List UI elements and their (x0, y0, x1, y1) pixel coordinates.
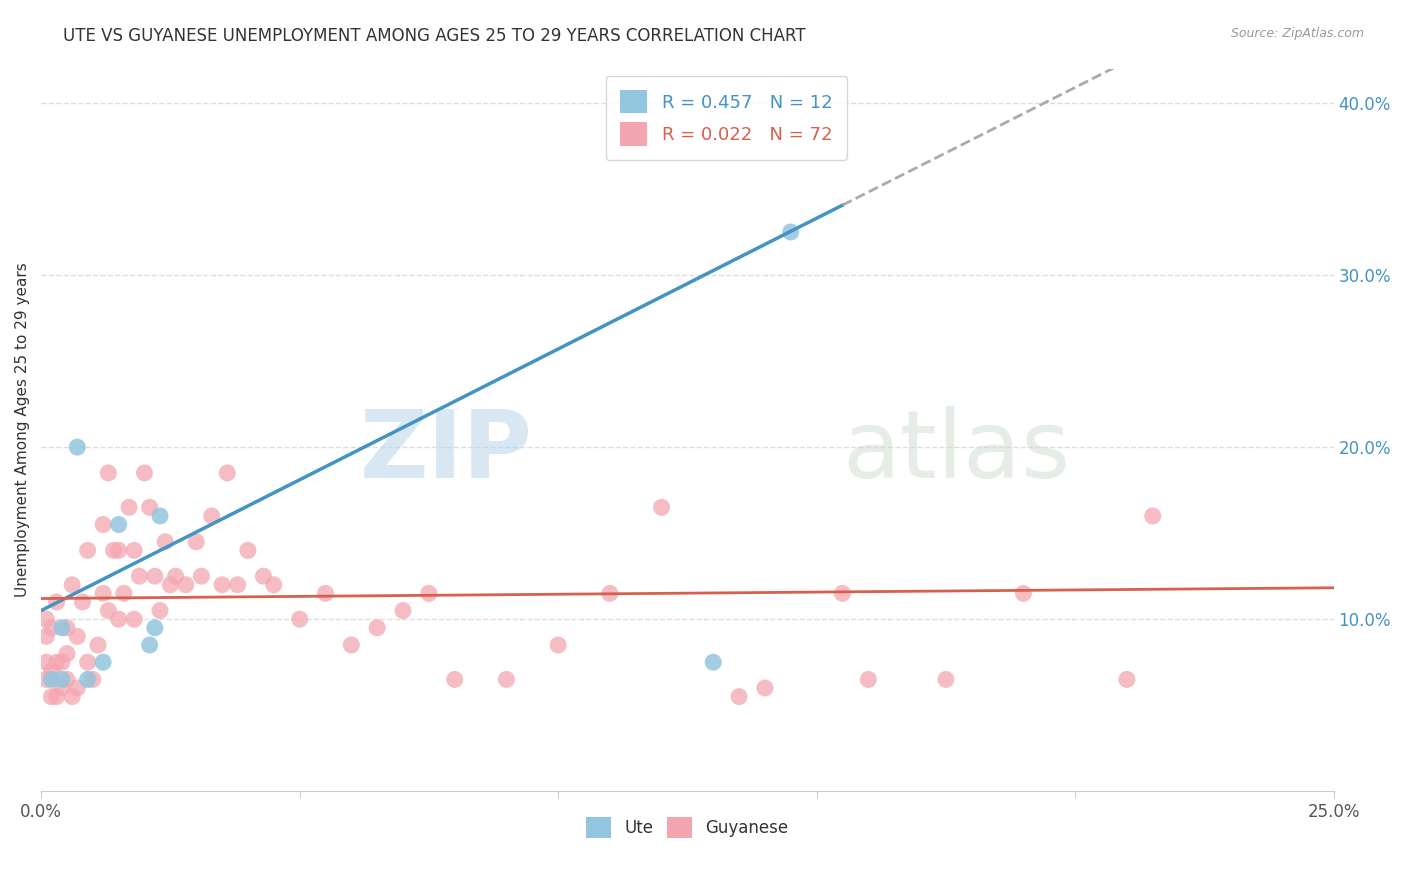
Point (252, 569, 274, 583)
Point (51, 621, 73, 635)
Point (143, 569, 166, 583)
Point (60, 690, 83, 704)
Point (226, 578, 249, 592)
Point (495, 673, 517, 687)
Point (56, 621, 79, 635)
Point (651, 500, 673, 515)
Point (366, 621, 388, 635)
Text: atlas: atlas (842, 406, 1071, 498)
Point (186, 534, 208, 549)
Point (118, 500, 141, 515)
Point (547, 638, 569, 652)
Point (87, 638, 110, 652)
Point (97, 604, 120, 618)
Point (149, 508, 172, 523)
Point (51, 673, 73, 687)
Point (35, 629, 58, 643)
Point (91, 586, 114, 600)
Text: UTE VS GUYANESE UNEMPLOYMENT AMONG AGES 25 TO 29 YEARS CORRELATION CHART: UTE VS GUYANESE UNEMPLOYMENT AMONG AGES … (63, 27, 806, 45)
Point (76, 673, 98, 687)
Point (60, 578, 83, 592)
Point (236, 543, 259, 558)
Point (1012, 586, 1035, 600)
Text: ZIP: ZIP (360, 406, 533, 498)
Point (1115, 673, 1137, 687)
Point (76, 655, 98, 669)
Point (72, 595, 94, 609)
Point (263, 578, 285, 592)
Point (153, 534, 176, 549)
Point (935, 673, 957, 687)
Point (41, 664, 63, 678)
Point (112, 586, 135, 600)
Point (418, 586, 440, 600)
Point (702, 655, 724, 669)
Point (314, 586, 336, 600)
Point (143, 621, 166, 635)
Point (174, 578, 197, 592)
Point (340, 638, 363, 652)
Point (107, 612, 129, 626)
Point (91, 517, 114, 532)
Point (443, 673, 465, 687)
Point (392, 604, 415, 618)
Point (122, 543, 145, 558)
Point (56, 647, 79, 661)
Point (41, 673, 63, 687)
Point (159, 578, 181, 592)
Point (1142, 508, 1164, 523)
Point (211, 578, 233, 592)
Point (138, 500, 160, 515)
Point (45, 690, 67, 704)
Point (51, 681, 73, 695)
Point (122, 612, 145, 626)
Point (41, 621, 63, 635)
Point (754, 681, 776, 695)
Point (97, 466, 120, 480)
Point (66, 629, 89, 643)
Point (91, 655, 114, 669)
Point (831, 586, 853, 600)
Point (51, 655, 73, 669)
Y-axis label: Unemployment Among Ages 25 to 29 years: Unemployment Among Ages 25 to 29 years (15, 262, 30, 598)
Point (107, 517, 129, 532)
Point (66, 440, 89, 454)
Legend: Ute, Guyanese: Ute, Guyanese (579, 811, 796, 845)
Point (779, 225, 801, 239)
Point (138, 638, 160, 652)
Point (56, 673, 79, 687)
Point (165, 569, 187, 583)
Point (35, 673, 58, 687)
Point (728, 690, 751, 704)
Text: Source: ZipAtlas.com: Source: ZipAtlas.com (1230, 27, 1364, 40)
Point (35, 612, 58, 626)
Point (41, 690, 63, 704)
Point (45, 595, 67, 609)
Point (82, 673, 104, 687)
Point (35, 655, 58, 669)
Point (149, 604, 172, 618)
Point (66, 681, 89, 695)
Point (288, 612, 311, 626)
Point (599, 586, 621, 600)
Point (201, 508, 224, 523)
Point (858, 673, 880, 687)
Point (128, 569, 150, 583)
Point (103, 543, 125, 558)
Point (45, 655, 67, 669)
Point (217, 466, 239, 480)
Point (76, 543, 98, 558)
Point (107, 543, 129, 558)
Point (134, 466, 156, 480)
Point (190, 569, 212, 583)
